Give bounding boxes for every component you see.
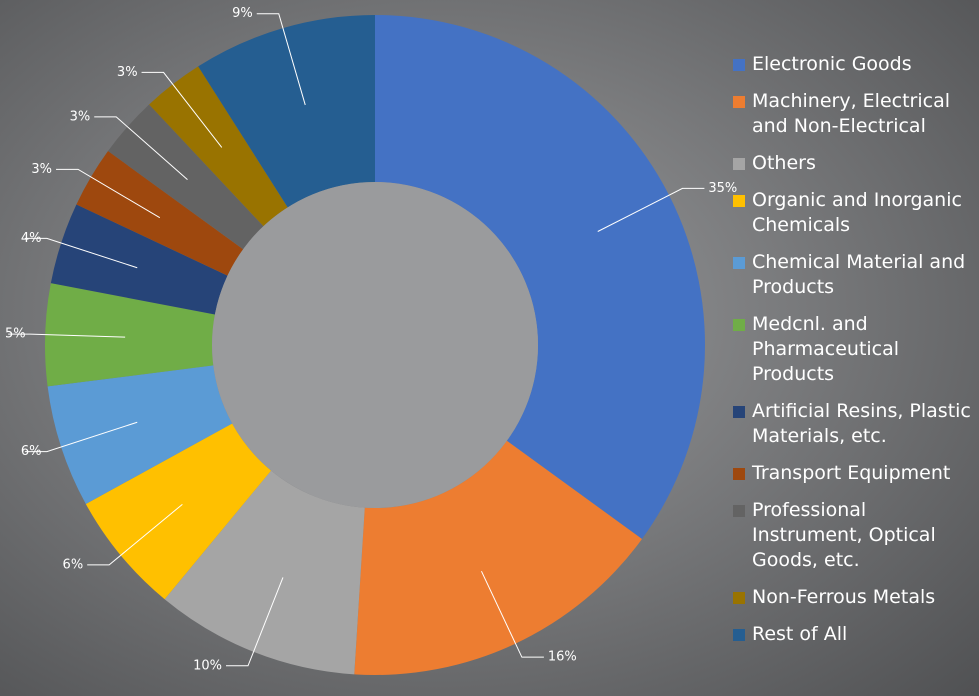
legend-item: Organic and Inorganic Chemicals (733, 188, 979, 238)
legend-swatch (733, 468, 745, 480)
donut-slice (47, 365, 233, 504)
donut-slice (76, 151, 244, 276)
legend-item: Professional Instrument, Optical Goods, … (733, 498, 979, 573)
data-label: 9% (232, 6, 253, 21)
donut-slice (375, 15, 705, 539)
leader-line (94, 116, 188, 181)
legend-swatch (733, 96, 745, 108)
data-label: 3% (31, 162, 52, 177)
leader-line (8, 333, 126, 338)
legend-label: Professional Instrument, Optical Goods, … (752, 499, 936, 571)
legend-label: Medcnl. and Pharmaceutical Products (752, 313, 900, 385)
donut-slice (85, 423, 272, 600)
donut-slice (198, 15, 375, 208)
leader-line (597, 187, 705, 232)
legend-label: Rest of All (752, 623, 848, 645)
legend-swatch (733, 195, 745, 207)
donut-slice (108, 104, 264, 250)
legend-item: Electronic Goods (733, 52, 979, 77)
data-label: 6% (63, 557, 84, 572)
legend-swatch (733, 505, 745, 517)
legend-item: Machinery, Electrical and Non-Electrical (733, 89, 979, 139)
data-label: 3% (117, 65, 138, 80)
legend-label: Electronic Goods (752, 53, 912, 75)
legend-item: Rest of All (733, 622, 979, 647)
donut-slice (354, 440, 642, 675)
legend-label: Others (752, 152, 816, 174)
leader-line (480, 570, 544, 658)
donut-slice (50, 204, 228, 315)
legend-swatch (733, 406, 745, 418)
data-label: 4% (21, 231, 42, 246)
legend-label: Artificial Resins, Plastic Materials, et… (752, 400, 971, 447)
legend-item: Chemical Material and Products (733, 250, 979, 300)
legend-swatch (733, 319, 745, 331)
leader-line (141, 71, 223, 148)
legend: Electronic Goods Machinery, Electrical an… (733, 52, 979, 659)
leader-line (24, 237, 138, 269)
legend-swatch (733, 592, 745, 604)
leader-line (256, 13, 306, 106)
leader-line (225, 577, 284, 667)
data-label: 6% (21, 444, 42, 459)
data-label: 5% (5, 327, 26, 342)
donut-hole (212, 182, 538, 508)
legend-label: Chemical Material and Products (752, 251, 966, 298)
legend-label: Transport Equipment (752, 462, 951, 484)
legend-swatch (733, 257, 745, 269)
legend-label: Non-Ferrous Metals (752, 586, 936, 608)
donut-slice (149, 66, 288, 227)
leader-line (24, 421, 138, 453)
data-label: 3% (70, 109, 91, 124)
legend-swatch (733, 629, 745, 641)
legend-item: Transport Equipment (733, 461, 979, 486)
data-label: 35% (708, 181, 737, 196)
legend-label: Machinery, Electrical and Non-Electrical (752, 90, 950, 137)
legend-swatch (733, 59, 745, 71)
donut-slice (164, 470, 365, 675)
leader-line (56, 168, 161, 219)
legend-item: Artificial Resins, Plastic Materials, et… (733, 399, 979, 449)
legend-item: Others (733, 151, 979, 176)
legend-item: Non-Ferrous Metals (733, 585, 979, 610)
legend-swatch (733, 158, 745, 170)
donut-slice (44, 283, 215, 387)
leader-line (87, 503, 183, 566)
legend-item: Medcnl. and Pharmaceutical Products (733, 312, 979, 387)
legend-label: Organic and Inorganic Chemicals (752, 189, 962, 236)
data-label: 10% (193, 658, 222, 673)
data-label: 16% (548, 650, 577, 665)
